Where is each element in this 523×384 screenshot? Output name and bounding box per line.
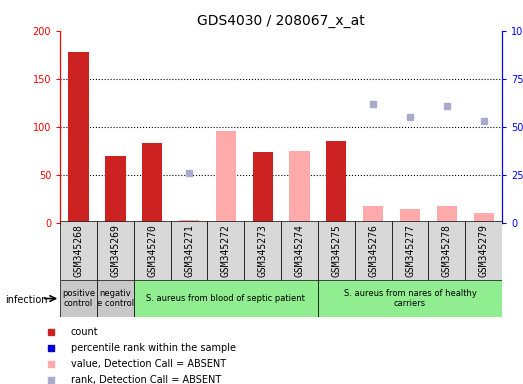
FancyBboxPatch shape — [318, 221, 355, 280]
FancyBboxPatch shape — [170, 221, 208, 280]
Text: GSM345274: GSM345274 — [294, 224, 304, 276]
Bar — [142, 143, 162, 223]
Text: percentile rank within the sample: percentile rank within the sample — [71, 343, 236, 353]
Text: GSM345271: GSM345271 — [184, 224, 194, 276]
Text: count: count — [71, 327, 98, 337]
Bar — [179, 220, 199, 223]
FancyBboxPatch shape — [428, 221, 465, 280]
FancyBboxPatch shape — [208, 221, 244, 280]
Bar — [216, 131, 236, 223]
Bar — [400, 209, 420, 223]
Text: GSM345269: GSM345269 — [110, 224, 120, 276]
Text: GSM345268: GSM345268 — [74, 224, 84, 276]
Text: infection: infection — [5, 295, 48, 305]
FancyBboxPatch shape — [355, 221, 392, 280]
Text: GSM345276: GSM345276 — [368, 224, 378, 276]
Title: GDS4030 / 208067_x_at: GDS4030 / 208067_x_at — [197, 14, 365, 28]
Bar — [253, 152, 273, 223]
FancyBboxPatch shape — [97, 221, 134, 280]
Text: GSM345275: GSM345275 — [332, 224, 342, 276]
Bar — [326, 141, 346, 223]
FancyBboxPatch shape — [134, 221, 170, 280]
Text: GSM345279: GSM345279 — [479, 224, 488, 276]
Bar — [363, 207, 383, 223]
Text: S. aureus from blood of septic patient: S. aureus from blood of septic patient — [146, 294, 305, 303]
FancyBboxPatch shape — [60, 280, 97, 317]
Bar — [437, 207, 457, 223]
Text: GSM345273: GSM345273 — [258, 224, 268, 276]
Text: negativ
e control: negativ e control — [97, 289, 134, 308]
FancyBboxPatch shape — [318, 280, 502, 317]
Text: GSM345277: GSM345277 — [405, 224, 415, 276]
Bar — [69, 52, 89, 223]
Bar — [289, 151, 310, 223]
Text: S. aureus from nares of healthy
carriers: S. aureus from nares of healthy carriers — [344, 289, 476, 308]
Text: GSM345278: GSM345278 — [442, 224, 452, 276]
Text: value, Detection Call = ABSENT: value, Detection Call = ABSENT — [71, 359, 226, 369]
FancyBboxPatch shape — [392, 221, 428, 280]
Text: positive
control: positive control — [62, 289, 95, 308]
FancyBboxPatch shape — [281, 221, 318, 280]
FancyBboxPatch shape — [60, 221, 97, 280]
Text: rank, Detection Call = ABSENT: rank, Detection Call = ABSENT — [71, 374, 221, 384]
Text: GSM345270: GSM345270 — [147, 224, 157, 276]
Text: GSM345272: GSM345272 — [221, 224, 231, 276]
FancyBboxPatch shape — [465, 221, 502, 280]
FancyBboxPatch shape — [134, 280, 318, 317]
Bar — [473, 213, 494, 223]
Bar — [105, 156, 126, 223]
FancyBboxPatch shape — [244, 221, 281, 280]
FancyBboxPatch shape — [97, 280, 134, 317]
